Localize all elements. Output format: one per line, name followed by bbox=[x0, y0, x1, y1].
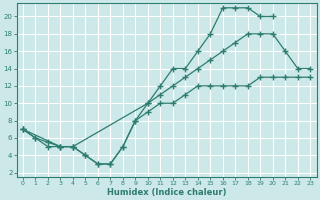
X-axis label: Humidex (Indice chaleur): Humidex (Indice chaleur) bbox=[107, 188, 226, 197]
